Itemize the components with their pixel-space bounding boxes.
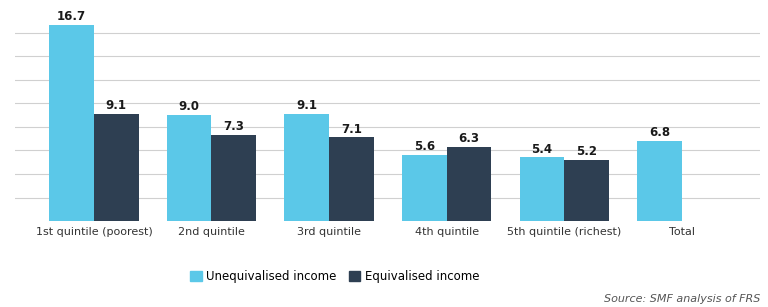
Bar (167, 115, 211, 221)
Bar (211, 135, 257, 221)
Text: 9.1: 9.1 (106, 99, 127, 112)
Text: 9.1: 9.1 (296, 99, 317, 112)
Bar (564, 160, 609, 221)
Text: 6.3: 6.3 (458, 132, 479, 145)
Bar (284, 114, 329, 221)
Bar (519, 157, 564, 221)
Bar (329, 138, 374, 221)
Text: 5.4: 5.4 (531, 143, 552, 156)
Bar (637, 141, 682, 221)
Text: 7.3: 7.3 (223, 120, 244, 133)
Bar (94, 114, 138, 221)
Text: 7.1: 7.1 (341, 123, 362, 136)
Text: 5.6: 5.6 (414, 140, 435, 154)
Legend: Unequivalised income, Equivalised income: Unequivalised income, Equivalised income (185, 265, 485, 288)
Text: 16.7: 16.7 (57, 10, 86, 23)
Text: 6.8: 6.8 (649, 126, 670, 139)
Bar (447, 147, 492, 221)
Bar (402, 155, 447, 221)
Bar (49, 25, 94, 221)
Text: Source: SMF analysis of FRS: Source: SMF analysis of FRS (604, 294, 760, 304)
Text: 5.2: 5.2 (576, 145, 597, 158)
Text: 9.0: 9.0 (179, 100, 200, 113)
